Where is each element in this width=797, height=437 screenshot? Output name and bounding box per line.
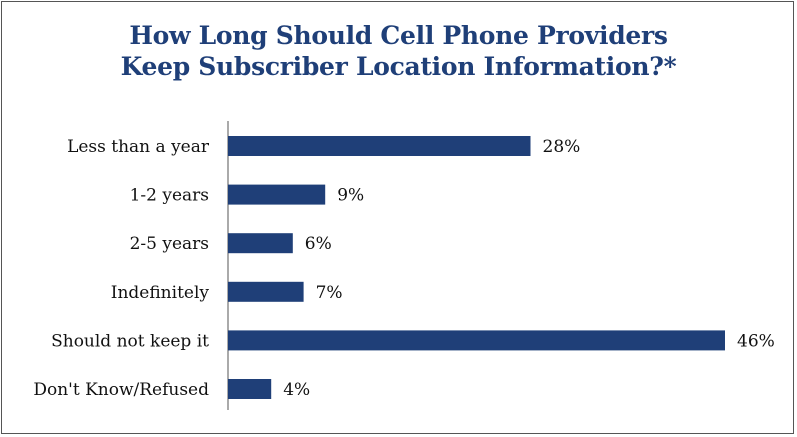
value-label-2: 6% xyxy=(305,234,332,254)
value-label-0: 28% xyxy=(543,137,581,157)
bar-5 xyxy=(228,379,272,399)
value-label-3: 7% xyxy=(316,283,343,303)
category-label-2: 2-5 years xyxy=(130,234,209,254)
value-label-4: 46% xyxy=(737,331,775,351)
value-label-1: 9% xyxy=(337,186,364,206)
bar-0 xyxy=(228,136,531,156)
category-label-1: 1-2 years xyxy=(130,186,209,206)
bar-1 xyxy=(228,184,326,205)
category-label-5: Don't Know/Refused xyxy=(33,380,209,400)
chart-title-line-2: Keep Subscriber Location Information?* xyxy=(120,52,677,81)
category-label-0: Less than a year xyxy=(67,137,210,157)
bar-3 xyxy=(228,281,304,302)
category-label-3: Indefinitely xyxy=(111,283,210,303)
chart-title: How Long Should Cell Phone Providers Kee… xyxy=(0,20,797,82)
chart-title-line-1: How Long Should Cell Phone Providers xyxy=(129,21,668,50)
value-label-5: 4% xyxy=(283,380,310,400)
bar-4 xyxy=(228,330,725,351)
category-label-4: Should not keep it xyxy=(51,331,209,351)
bar-2 xyxy=(228,233,293,254)
